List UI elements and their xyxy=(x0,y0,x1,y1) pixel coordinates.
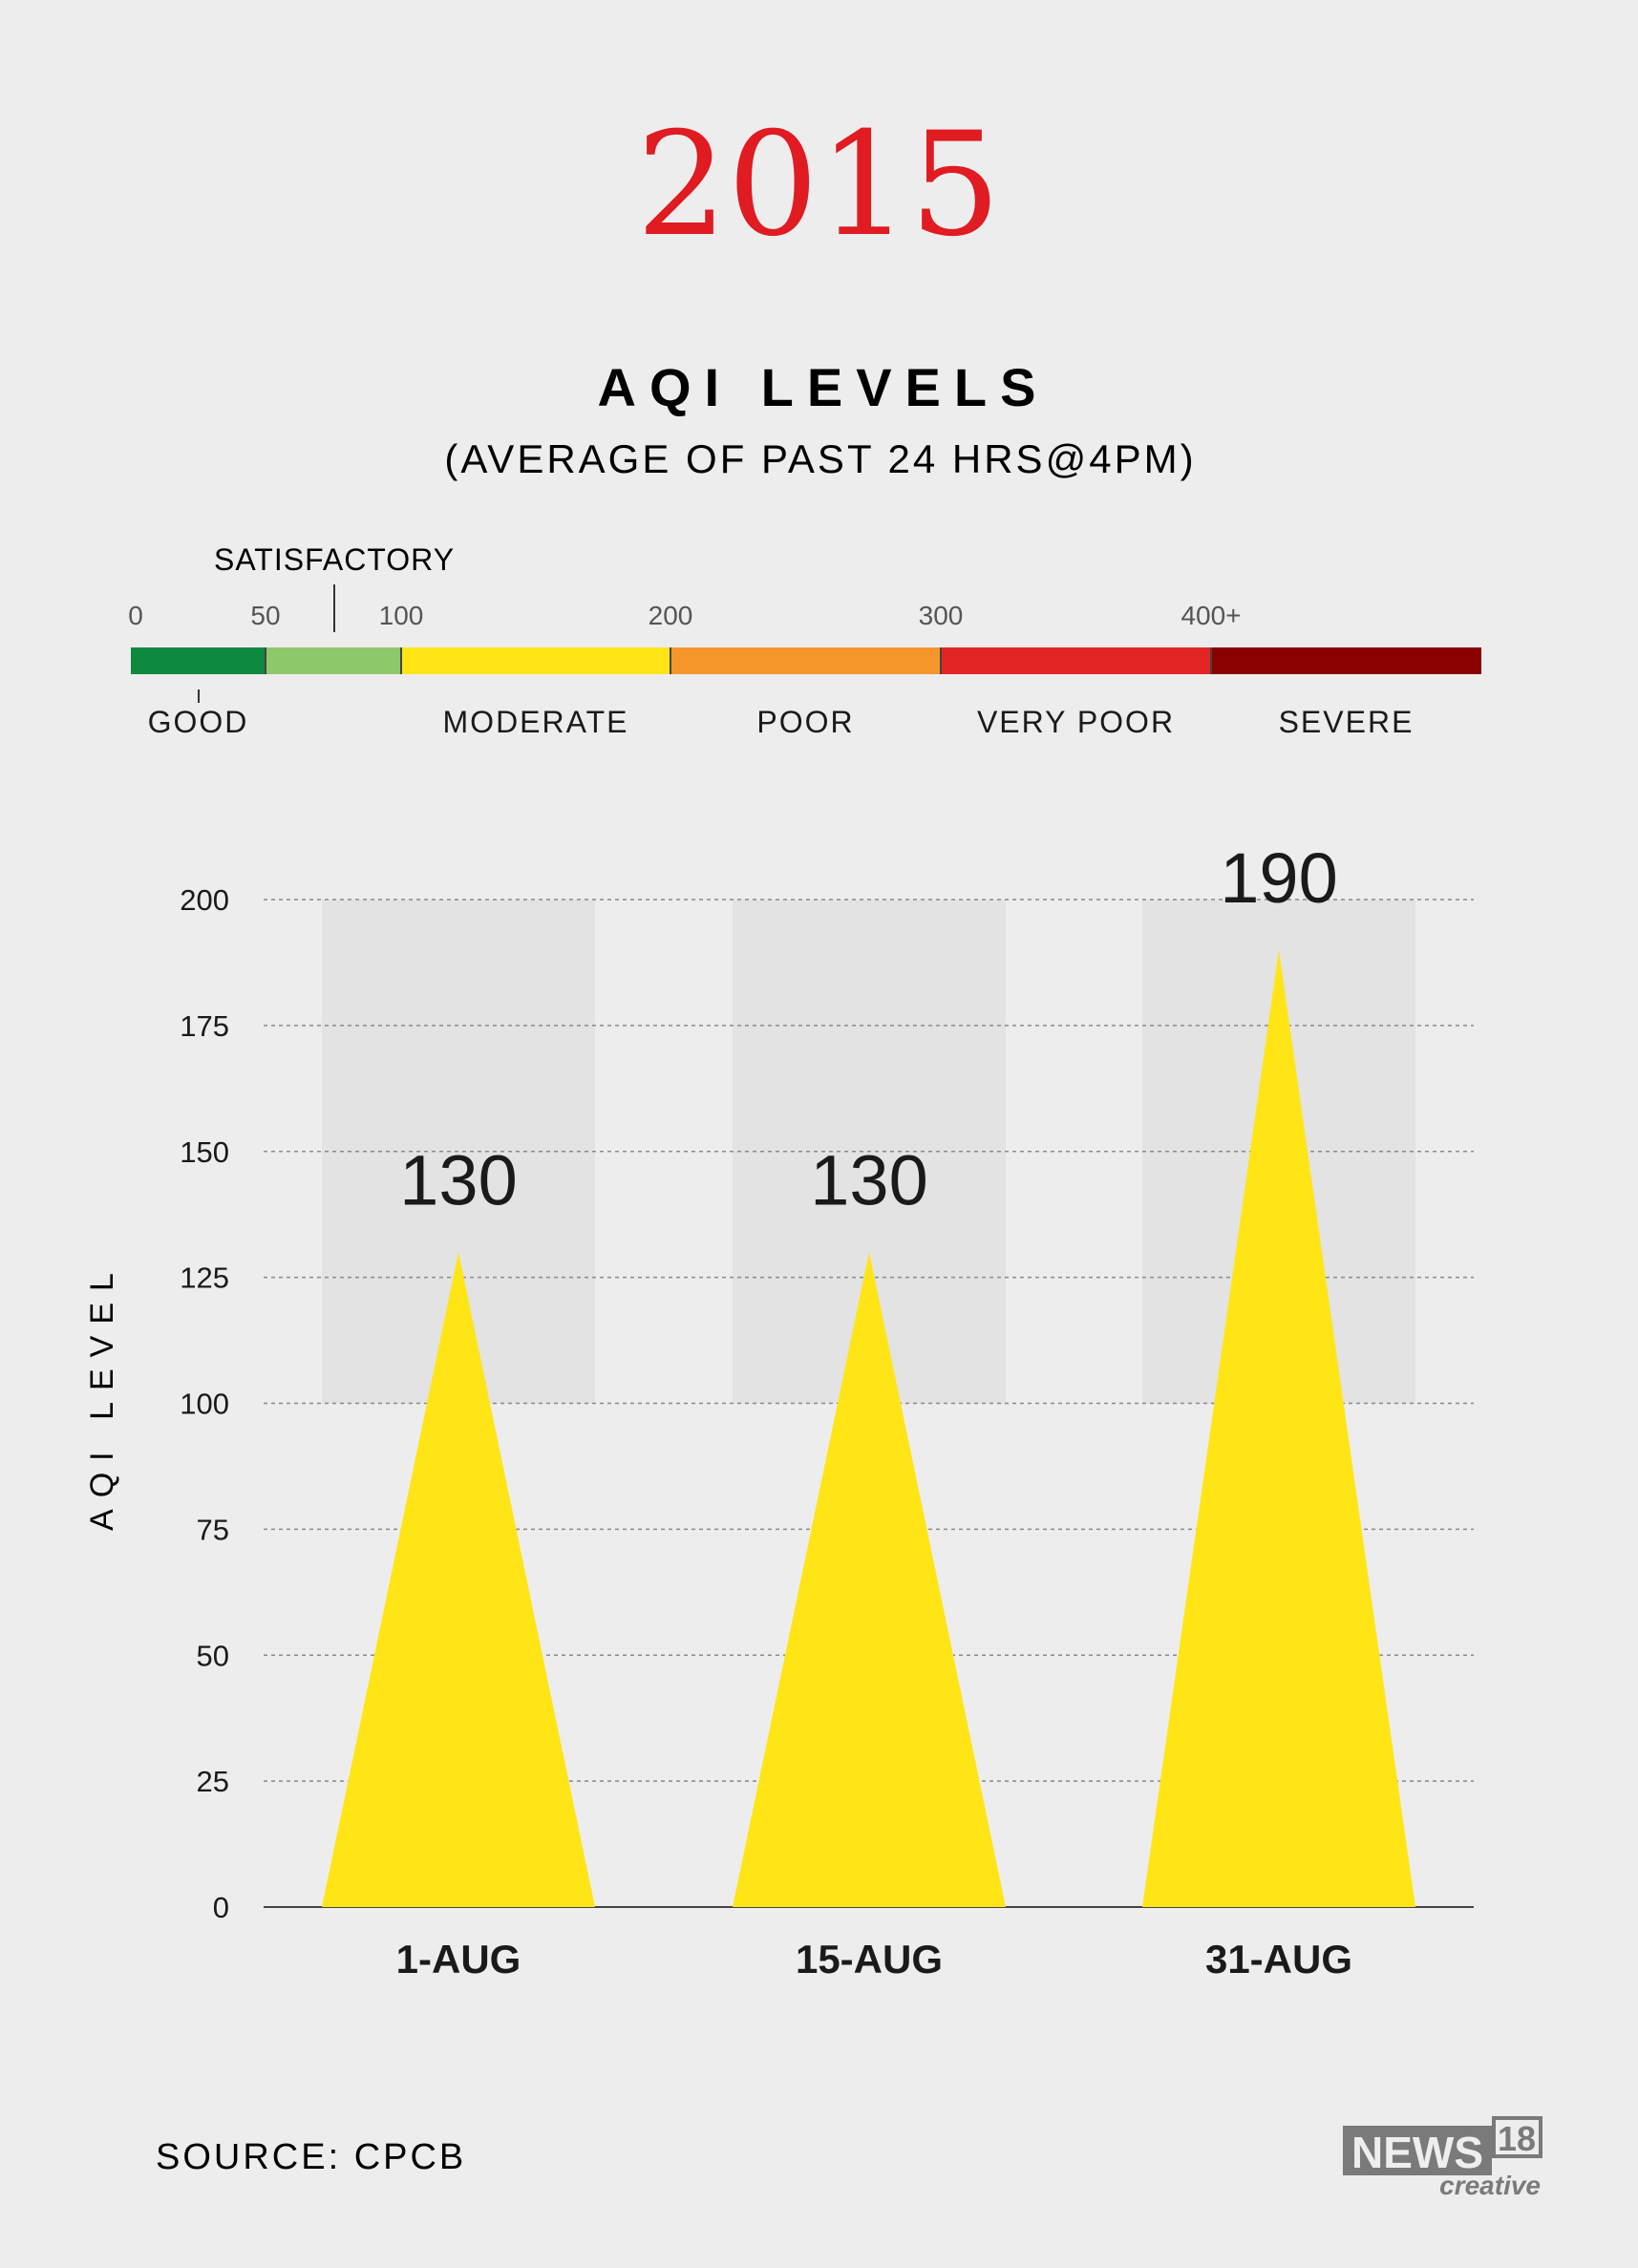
scale-band xyxy=(1211,647,1481,674)
scale-band xyxy=(941,647,1211,674)
scale-band xyxy=(401,647,670,674)
scale-band-label: POOR xyxy=(756,705,854,739)
y-tick-label: 0 xyxy=(213,1891,229,1924)
y-tick-label: 175 xyxy=(180,1009,229,1043)
y-tick-label: 125 xyxy=(180,1261,229,1295)
scale-band xyxy=(670,647,941,674)
logo-number-box xyxy=(1492,2116,1542,2158)
scale-band-label: SEVERE xyxy=(1279,705,1415,739)
value-label: 130 xyxy=(399,1140,517,1219)
source-note: SOURCE: CPCB xyxy=(156,2137,466,2177)
x-tick-label: 1-AUG xyxy=(396,1937,521,1982)
y-axis-label: AQI LEVEL xyxy=(84,1261,120,1531)
scale-tick-label: 0 xyxy=(128,601,143,630)
bars xyxy=(322,949,1415,1907)
bar xyxy=(1142,949,1415,1907)
scale-tick-label: 50 xyxy=(250,601,280,630)
chart-title: AQI LEVELS xyxy=(598,357,1050,417)
y-tick-label: 50 xyxy=(197,1639,229,1672)
year-heading: 2015 xyxy=(636,102,1001,268)
scale-tick-label: 100 xyxy=(379,601,424,630)
aqi-chart: 0 25 50 75 100 125 150 175 200 1-AUG 15-AUG 31-AUG… xyxy=(180,838,1474,1982)
value-label: 190 xyxy=(1220,838,1337,918)
x-axis-labels: 1-AUG 15-AUG 31-AUG xyxy=(396,1937,1352,1982)
scale-band-label: VERY POOR xyxy=(977,705,1175,739)
bar xyxy=(322,1252,595,1907)
value-label: 130 xyxy=(810,1140,927,1219)
logo-box xyxy=(1343,2126,1492,2175)
news18-creative-logo: NEWS 18 creative xyxy=(1343,2116,1542,2200)
y-tick-label: 25 xyxy=(197,1765,229,1798)
logo-number: 18 xyxy=(1498,2119,1536,2158)
logo-sub: creative xyxy=(1439,2171,1541,2200)
scale-tick-label: 400+ xyxy=(1181,601,1241,630)
y-tick-label: 150 xyxy=(180,1135,229,1169)
y-tick-label: 100 xyxy=(180,1388,229,1421)
y-tick-label: 75 xyxy=(197,1513,229,1546)
y-tick-label: 200 xyxy=(180,883,229,917)
chart-subtitle: (AVERAGE OF PAST 24 HRS@4PM) xyxy=(444,436,1196,481)
bar xyxy=(733,1252,1006,1907)
scale-band-label: GOOD xyxy=(148,705,249,739)
aqi-scale-legend: SATISFACTORY GOOD MODERATE POOR VERY POOR SE… xyxy=(128,542,1481,739)
scale-band xyxy=(131,647,266,674)
scale-band-label: MODERATE xyxy=(443,705,629,739)
scale-tick-label: 300 xyxy=(919,601,964,630)
x-tick-label: 15-AUG xyxy=(796,1937,943,1982)
value-labels: 130 130 190 xyxy=(399,838,1337,1220)
scale-tick-label: 200 xyxy=(649,601,693,630)
y-axis-ticks: 0 25 50 75 100 125 150 175 200 xyxy=(180,883,229,1924)
scale-band xyxy=(266,647,401,674)
satisfactory-label: SATISFACTORY xyxy=(214,542,455,577)
logo-text: NEWS xyxy=(1351,2128,1483,2177)
x-tick-label: 31-AUG xyxy=(1205,1937,1352,1982)
